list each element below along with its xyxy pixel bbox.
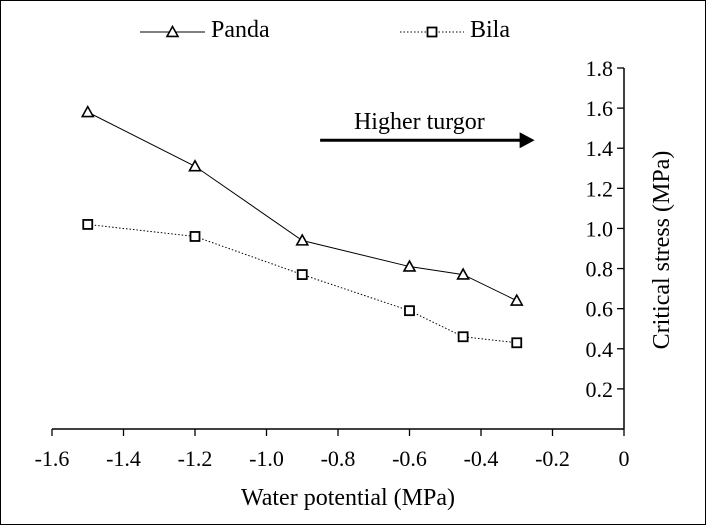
data-point-panda: [188, 159, 202, 172]
legend-marker-panda: [165, 24, 180, 38]
annotation-text: Higher turgor: [354, 109, 485, 135]
data-point-panda: [509, 293, 524, 306]
series-line-bila: [87, 223, 517, 344]
series-bila: [82, 219, 523, 349]
data-point-bila: [82, 219, 94, 230]
y-tick-label: 0.2: [586, 377, 614, 402]
data-point-bila: [457, 331, 469, 343]
x-tick-label: -1.0: [249, 446, 284, 471]
data-point-panda: [295, 233, 310, 246]
series-line-panda: [87, 111, 517, 302]
data-point-bila: [404, 305, 415, 317]
data-point-bila: [296, 269, 308, 280]
y-tick-label: 1.6: [586, 96, 614, 121]
data-point-bila: [189, 231, 201, 242]
x-tick-label: -0.8: [321, 446, 356, 471]
x-axis-label: Water potential (MPa): [241, 485, 455, 511]
y-tick-label: 1.8: [586, 56, 614, 81]
data-point-panda: [80, 104, 95, 118]
x-tick-label: -0.6: [392, 446, 427, 471]
x-tick-label: -1.2: [178, 446, 213, 471]
x-tick-label: -1.4: [106, 446, 141, 471]
legend-marker-bila: [426, 26, 438, 38]
series-layer: [80, 104, 524, 349]
x-tick-label: 0: [619, 446, 630, 471]
data-point-panda: [402, 259, 417, 272]
series-panda: [80, 104, 524, 306]
legend-label-bila: Bila: [470, 17, 510, 43]
y-tick-label: 0.6: [586, 297, 614, 322]
legend-label-panda: Panda: [211, 17, 270, 43]
y-tick-label: 0.4: [586, 337, 614, 362]
y-tick-label: 0.8: [586, 257, 614, 282]
x-tick-label: -0.4: [464, 446, 499, 471]
annotation: Higher turgor: [320, 109, 535, 149]
y-tick-label: 1.4: [586, 136, 614, 161]
legend-item-bila: Bila: [400, 17, 510, 43]
legend-item-panda: Panda: [140, 17, 270, 43]
data-point-bila: [511, 337, 523, 349]
y-tick-label: 1.2: [586, 176, 614, 201]
data-point-panda: [456, 267, 470, 280]
y-axis-label: Critical stress (MPa): [649, 151, 675, 350]
x-tick-label: -0.2: [535, 446, 570, 471]
y-tick-label: 1.0: [586, 216, 614, 241]
x-tick-label: -1.6: [35, 446, 70, 471]
axes: -1.6 -1.4 -1.2 -1.0 -0.8 -0.6 -0.4 -0.2 0 0.2 0.4 0…: [35, 56, 630, 471]
arrow-head: [519, 132, 535, 149]
legend: Panda Bila: [140, 17, 510, 43]
